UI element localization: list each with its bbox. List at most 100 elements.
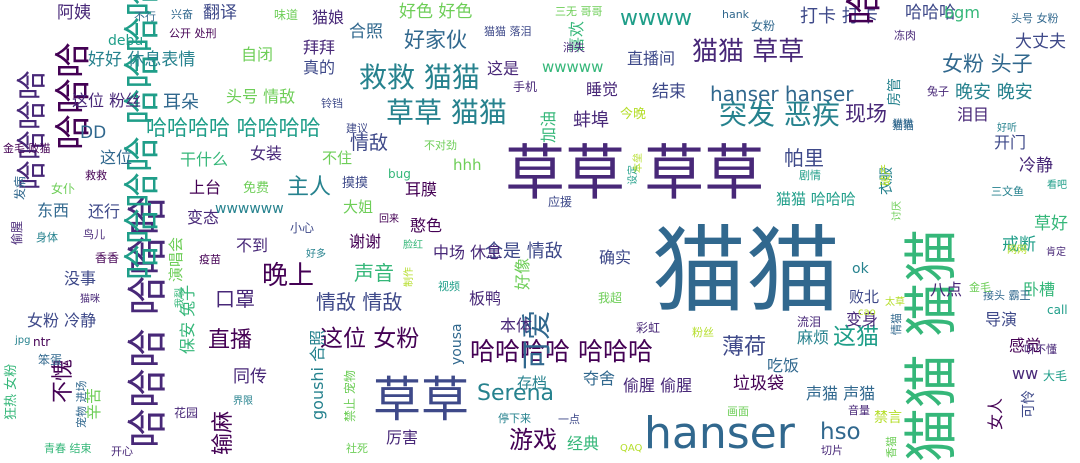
word: 厉害 bbox=[386, 428, 419, 447]
word: ntr bbox=[33, 335, 51, 349]
word: 我超 bbox=[598, 291, 623, 305]
word: bug bbox=[388, 167, 411, 181]
word: 彩虹 bbox=[636, 321, 661, 335]
word: 头号 情敌 bbox=[226, 87, 296, 106]
word: 切片 bbox=[821, 444, 843, 457]
word: 输麻 bbox=[211, 410, 236, 455]
word: 手机 bbox=[513, 80, 538, 94]
word: 网网 bbox=[1007, 245, 1027, 256]
word: 大姐 bbox=[343, 198, 374, 216]
word: 兴奋 bbox=[171, 8, 193, 21]
word: 可怜 bbox=[1021, 390, 1037, 418]
word: 女粉 头子 bbox=[942, 52, 1033, 76]
word: 大毛 bbox=[1043, 369, 1068, 383]
word: hanser bbox=[644, 408, 795, 459]
word: 睡觉 bbox=[586, 80, 619, 99]
word: 停下来 bbox=[498, 412, 531, 425]
word: ok bbox=[852, 261, 869, 277]
word: 猫娘 bbox=[312, 8, 345, 27]
word: 本垒 bbox=[633, 153, 644, 173]
word: 建议 bbox=[346, 122, 368, 135]
word: 一点 bbox=[558, 413, 580, 426]
word: 这是 bbox=[487, 59, 520, 78]
word: 哈哈哈哈 哈哈哈 bbox=[470, 337, 653, 366]
word: 铃铛 bbox=[321, 97, 343, 110]
word: 讨厌 bbox=[892, 201, 903, 221]
word: 接头 霸王 bbox=[983, 289, 1031, 302]
word: 吃饭 bbox=[767, 356, 800, 375]
word: 开心 bbox=[111, 445, 133, 458]
word: hhh bbox=[453, 156, 482, 174]
word: bgm bbox=[944, 3, 980, 22]
word: 变态 bbox=[187, 208, 220, 227]
word: 女装 bbox=[250, 144, 283, 163]
word: 翻译 bbox=[203, 3, 237, 23]
word: 帕里 bbox=[784, 146, 824, 170]
word: 我裂 bbox=[175, 288, 186, 308]
word: Serena bbox=[477, 381, 555, 406]
word: 麻烦 bbox=[797, 328, 830, 347]
word: 哈哈哈哈 哈哈哈哈 bbox=[146, 116, 321, 140]
word: 视频 bbox=[438, 280, 460, 293]
word: 鸟儿 bbox=[83, 228, 105, 241]
word: 猫猫 落泪 bbox=[484, 25, 532, 38]
word: 笨蛋 bbox=[38, 353, 63, 367]
word: 上台 bbox=[189, 178, 222, 197]
word: 耳膜 bbox=[405, 180, 438, 199]
word: wwww bbox=[620, 6, 692, 31]
word: 哈哈哈 bbox=[844, 0, 885, 25]
word: 救救 bbox=[85, 169, 107, 182]
word: 救救 猫猫 bbox=[359, 61, 480, 94]
word: 花园 bbox=[174, 406, 199, 420]
word: 好家伙 bbox=[404, 28, 467, 52]
word: 草草 bbox=[373, 372, 470, 428]
word: 猫猫 草草 bbox=[692, 37, 805, 67]
word: 音量 bbox=[848, 404, 870, 417]
word: 猫猫 猫猫 bbox=[900, 228, 963, 462]
word: 禁言 bbox=[874, 410, 902, 426]
word: 小心 bbox=[290, 221, 315, 235]
word: wwwww bbox=[542, 58, 604, 76]
word: 自闭 bbox=[241, 45, 274, 64]
word: 声猫 声猫 bbox=[806, 384, 876, 403]
word: wwwwww bbox=[215, 201, 284, 217]
word: 冻肉 bbox=[894, 29, 916, 42]
word: 脸红 bbox=[403, 240, 423, 251]
word: 偷腥 bbox=[10, 220, 24, 245]
word: 板鸭 bbox=[469, 289, 502, 308]
word: 主人 bbox=[287, 175, 332, 200]
word: 好色 好色 bbox=[399, 2, 473, 22]
word: 大丈夫 bbox=[1015, 32, 1066, 52]
word: 直播 bbox=[208, 328, 253, 353]
word: 应援 bbox=[548, 195, 573, 209]
word: 兔子 bbox=[927, 85, 949, 98]
word: 败北 bbox=[849, 288, 880, 306]
word: 好像 bbox=[513, 257, 532, 290]
word: 冷静 bbox=[1019, 156, 1053, 176]
word: 打卡 打卡 bbox=[800, 6, 878, 27]
word: 猫咪 bbox=[80, 294, 100, 305]
word: 确实 bbox=[599, 248, 632, 267]
word: 这位 女粉 bbox=[320, 326, 420, 352]
word: 香香 bbox=[95, 251, 120, 265]
word: 辛苦 bbox=[84, 387, 103, 420]
word: 猫猫 bbox=[652, 217, 841, 326]
word: 偷腥 偷腥 bbox=[623, 376, 693, 395]
word: 现场 bbox=[845, 102, 887, 126]
word: 房管 bbox=[887, 78, 903, 106]
word: 不到 bbox=[236, 236, 269, 255]
word: 垃圾袋 bbox=[733, 374, 784, 394]
word: 合照 bbox=[349, 22, 383, 42]
word: 这位 粉丝 bbox=[72, 91, 142, 110]
word: ww bbox=[1012, 364, 1039, 383]
word: 消失 bbox=[563, 41, 585, 54]
word: 粉丝 bbox=[692, 326, 714, 339]
word: 剧情 bbox=[799, 169, 821, 182]
word: 直播间 bbox=[627, 49, 676, 68]
word: 社死 bbox=[346, 442, 368, 455]
word: 三无 哥哥 bbox=[555, 5, 603, 18]
word: 身体 bbox=[36, 231, 58, 244]
word: goushi 合照 bbox=[308, 329, 327, 420]
word: 夺舍 bbox=[583, 369, 616, 388]
